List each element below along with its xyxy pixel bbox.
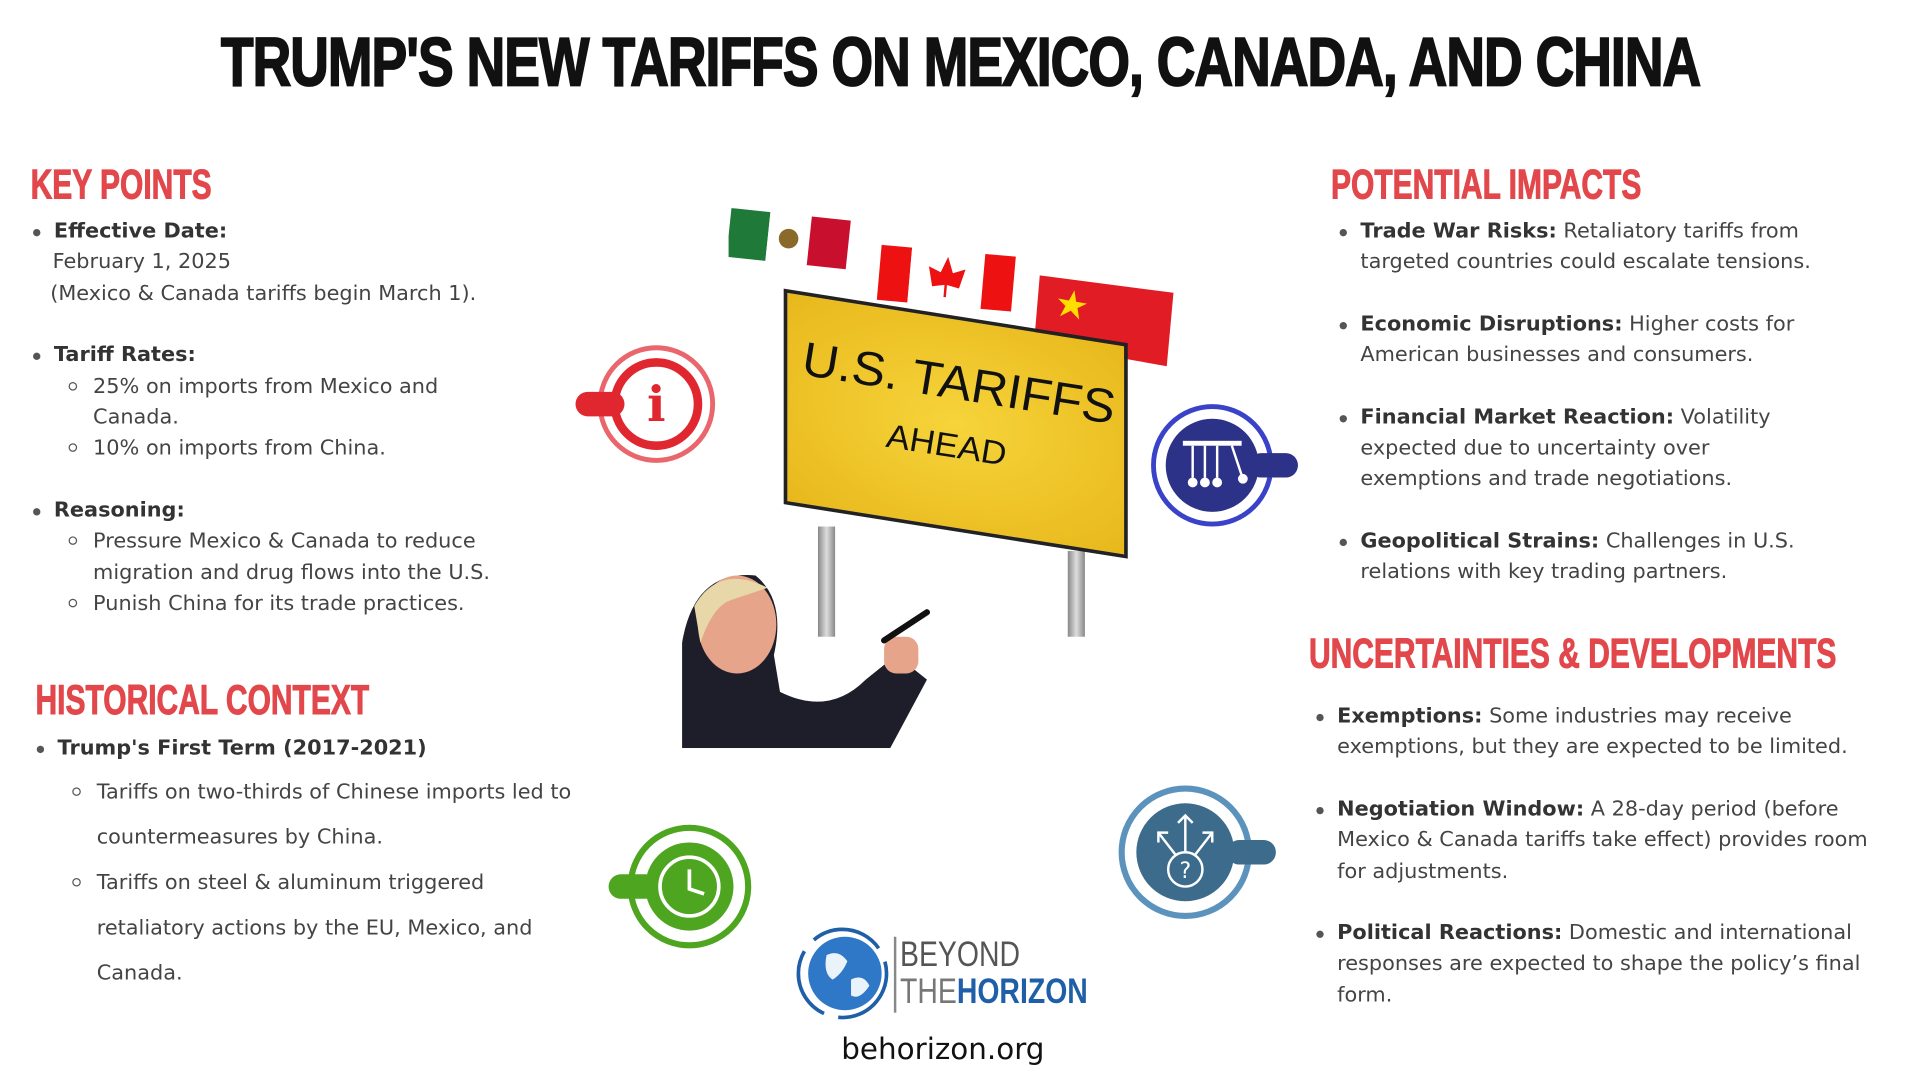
website-link[interactable]: behorizon.org (841, 1032, 1045, 1067)
beyond-the-horizon-logo: BEYOND THEHORIZON (796, 924, 1102, 1024)
list-item: Political Reactions: Domestic and intern… (1314, 918, 1913, 1011)
sign-board: U.S. TARIFFS AHEAD (783, 288, 1128, 559)
list-subitem: 25% on imports from Mexico and Canada. (31, 372, 485, 434)
list-item: Trade War Risks: Retaliatory tariffs fro… (1337, 217, 1876, 279)
list-item: Tariff Rates: (31, 341, 570, 372)
list-item: Trump's First Term (2017-2021) (34, 733, 585, 764)
list-item: Geopolitical Strains: Challenges in U.S.… (1337, 526, 1838, 588)
svg-text:i: i (647, 375, 666, 433)
trump-photo (682, 575, 931, 749)
list-item: Economic Disruptions: Higher costs for A… (1337, 310, 1838, 372)
mexico-flag-icon (728, 208, 851, 270)
list-item: Effective Date: (31, 217, 570, 248)
key-points-heading: KEY POINTS (30, 161, 212, 209)
historical-context-heading: HISTORICAL CONTEXT (35, 677, 370, 725)
effective-date-note: (Mexico & Canada tariffs begin March 1). (50, 281, 477, 306)
page-title: TRUMP'S NEW TARIFFS ON MEXICO, CANADA, A… (220, 22, 1702, 101)
list-subitem: Tariffs on two-thirds of Chinese imports… (34, 771, 586, 861)
list-item: Negotiation Window: A 28-day period (bef… (1314, 794, 1901, 887)
uncertainties-heading: UNCERTAINTIES & DEVELOPMENTS (1308, 630, 1837, 678)
globe-icon (796, 927, 889, 1020)
list-subitem: Punish China for its trade practices. (31, 589, 570, 620)
list-subitem: Tariffs on steel & aluminum triggered re… (34, 861, 586, 996)
potential-impacts-list: Trade War Risks: Retaliatory tariffs fro… (1337, 217, 1876, 589)
uncertainties-list: Exemptions: Some industries may receive … (1314, 702, 1890, 1012)
newtons-cradle-icon (1151, 404, 1298, 527)
decision-question-icon: ? (1118, 785, 1276, 919)
tariff-sign-illustration: U.S. TARIFFS AHEAD (769, 288, 1136, 649)
info-icon: i (575, 345, 716, 463)
clock-history-icon (608, 824, 752, 949)
svg-text:?: ? (1179, 859, 1191, 884)
logo-line1: BEYOND (900, 935, 1020, 975)
effective-date-value: February 1, 2025 (52, 250, 231, 275)
key-points-list: Effective Date: February 1, 2025 (Mexico… (31, 217, 570, 620)
list-item: Reasoning: (31, 496, 570, 527)
potential-impacts-heading: POTENTIAL IMPACTS (1331, 161, 1642, 209)
list-item: Financial Market Reaction: Volatility ex… (1337, 402, 1813, 495)
historical-context-list: Trump's First Term (2017-2021) Tariffs o… (34, 733, 585, 996)
list-item: Exemptions: Some industries may receive … (1314, 702, 1852, 764)
logo-line2: THEHORIZON (900, 972, 1088, 1012)
sign-post (817, 526, 836, 637)
list-subitem: Pressure Mexico & Canada to reduce migra… (31, 527, 547, 589)
sign-post (1067, 551, 1085, 637)
list-subitem: 10% on imports from China. (31, 434, 570, 465)
canada-flag-icon (876, 244, 1016, 312)
